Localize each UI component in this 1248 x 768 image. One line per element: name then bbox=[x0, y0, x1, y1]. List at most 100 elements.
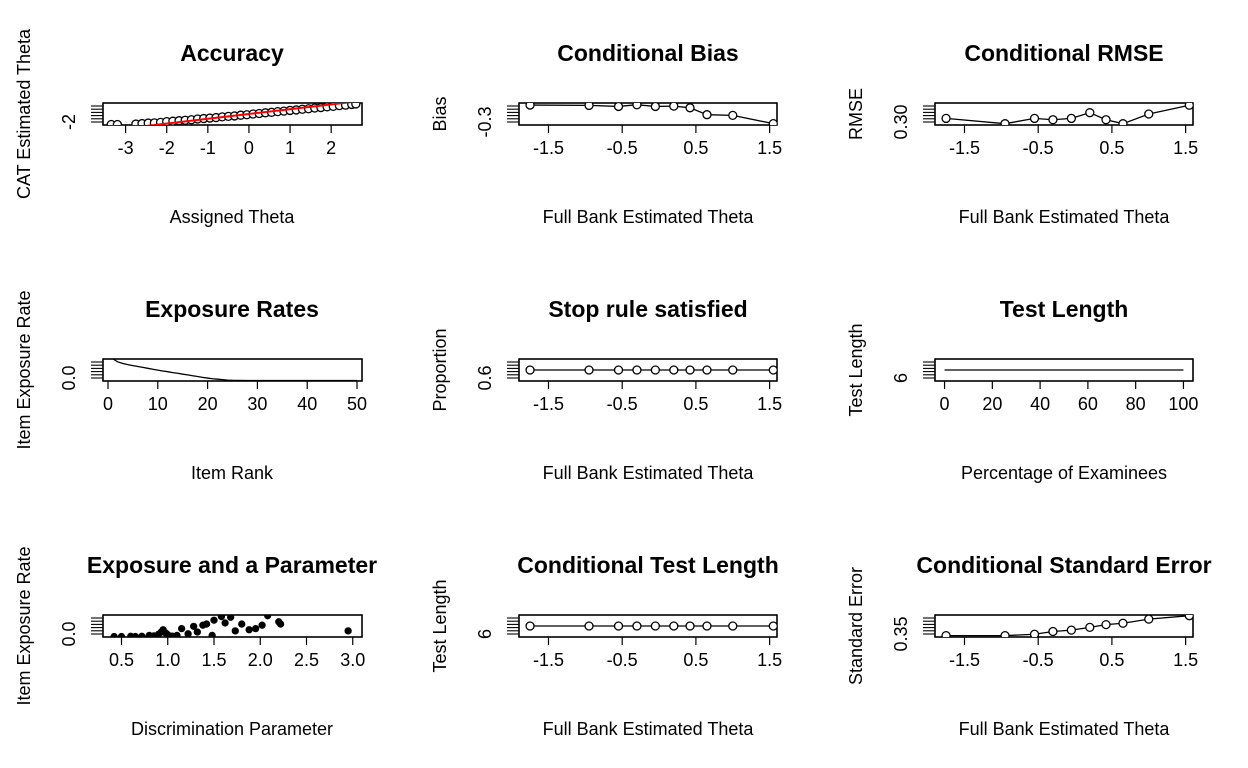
data-point bbox=[728, 365, 738, 375]
chart-title: Exposure and a Parameter bbox=[87, 552, 377, 578]
y-axis-label: Bias bbox=[430, 96, 450, 131]
data-point bbox=[728, 621, 738, 631]
data-point bbox=[1048, 115, 1058, 125]
data-point bbox=[650, 103, 661, 112]
data-point bbox=[208, 631, 216, 637]
y-axis-label: RMSE bbox=[846, 88, 866, 140]
reference-line bbox=[145, 103, 353, 125]
data-point bbox=[1000, 119, 1010, 125]
x-tick-label: 20 bbox=[982, 394, 1002, 414]
x-tick-label: 100 bbox=[1168, 394, 1198, 414]
data-point bbox=[669, 103, 679, 111]
data-point bbox=[173, 631, 181, 637]
data-point bbox=[245, 626, 253, 634]
x-tick-label: -0.5 bbox=[607, 138, 638, 158]
y-tick-label: -0.3 bbox=[475, 106, 495, 137]
chart-panel-7: Exposure and a Parameter 0.5 1.0 1.5 2.0 2.5 3… bbox=[14, 546, 377, 739]
data-point bbox=[1048, 626, 1058, 637]
data-point bbox=[728, 110, 738, 121]
x-tick-label: -1.5 bbox=[533, 138, 564, 158]
chart-title: Accuracy bbox=[180, 40, 284, 66]
data-point bbox=[177, 624, 186, 633]
plot-area bbox=[941, 103, 1193, 125]
x-tick-label: 0.5 bbox=[109, 650, 134, 670]
x-tick-label: 50 bbox=[347, 394, 367, 414]
x-axis-label: Full Bank Estimated Theta bbox=[543, 207, 755, 227]
chart-panel-4: Exposure Rates 0 10 20 30 40 50 0.0 Item Rank Ite… bbox=[14, 290, 367, 483]
y-axis-label: Item Exposure Rate bbox=[14, 546, 34, 705]
y-tick-label: 6 bbox=[475, 629, 495, 639]
x-tick-label: -1.5 bbox=[533, 650, 564, 670]
chart-panel-3: Conditional RMSE -1.5 -0.5 0.5 1.5 0.30 Full B… bbox=[846, 40, 1198, 227]
x-axis-label: Percentage of Examinees bbox=[961, 463, 1167, 483]
data-point bbox=[702, 365, 712, 375]
data-point bbox=[117, 632, 126, 637]
x-tick-label: -0.5 bbox=[1023, 138, 1054, 158]
data-point bbox=[217, 615, 226, 621]
data-point bbox=[1066, 625, 1077, 635]
data-point bbox=[1118, 618, 1128, 628]
data-point bbox=[613, 365, 624, 375]
data-point bbox=[768, 621, 777, 631]
y-tick-label: 6 bbox=[891, 373, 911, 383]
data-point bbox=[238, 620, 246, 628]
x-tick-label: -0.5 bbox=[1023, 650, 1054, 670]
data-point bbox=[941, 630, 951, 637]
data-point bbox=[702, 621, 712, 631]
x-tick-label: 40 bbox=[1030, 394, 1050, 414]
data-point bbox=[584, 365, 594, 375]
data-point bbox=[1066, 113, 1077, 124]
data-point bbox=[264, 615, 272, 620]
chart-title: Conditional Bias bbox=[557, 40, 738, 66]
plot-area bbox=[525, 103, 777, 125]
series-line bbox=[530, 104, 774, 125]
x-tick-label: 1 bbox=[285, 138, 295, 158]
data-point bbox=[1144, 109, 1154, 119]
x-axis-label: Full Bank Estimated Theta bbox=[959, 207, 1171, 227]
x-tick-label: 80 bbox=[1126, 394, 1146, 414]
y-axis-label: Test Length bbox=[430, 579, 450, 672]
data-point bbox=[227, 615, 235, 621]
x-tick-label: -1.5 bbox=[949, 650, 980, 670]
data-point bbox=[189, 622, 198, 630]
data-point bbox=[525, 103, 535, 110]
data-point bbox=[1029, 629, 1040, 637]
x-tick-label: 0.5 bbox=[683, 138, 708, 158]
data-point bbox=[131, 632, 140, 637]
plot-frame bbox=[934, 614, 1194, 638]
chart-title: Exposure Rates bbox=[145, 296, 319, 322]
series-line bbox=[946, 615, 1190, 637]
data-point bbox=[613, 103, 624, 112]
x-tick-label: -0.5 bbox=[607, 394, 638, 414]
data-point bbox=[584, 103, 594, 111]
x-axis-label: Full Bank Estimated Theta bbox=[959, 719, 1171, 739]
x-tick-label: 0.5 bbox=[1099, 138, 1124, 158]
x-tick-label: 3.0 bbox=[340, 650, 365, 670]
x-tick-label: -0.5 bbox=[607, 650, 638, 670]
x-tick-label: 0.5 bbox=[683, 394, 708, 414]
plot-frame bbox=[934, 102, 1194, 126]
x-tick-label: 0 bbox=[244, 138, 254, 158]
chart-panel-9: Conditional Standard Error -1.5 -0.5 0.5 1.5… bbox=[846, 552, 1212, 739]
data-point bbox=[768, 118, 777, 125]
data-point bbox=[1000, 630, 1010, 637]
data-point bbox=[1101, 619, 1111, 630]
data-point bbox=[669, 365, 679, 375]
plot-frame bbox=[102, 102, 363, 126]
x-tick-label: -1.5 bbox=[949, 138, 980, 158]
chart-panel-8: Conditional Test Length -1.5 -0.5 0.5 1.5 6 Fu… bbox=[430, 552, 782, 739]
data-point bbox=[251, 624, 260, 633]
data-point bbox=[768, 365, 777, 375]
data-point bbox=[702, 110, 712, 120]
series-line bbox=[112, 359, 358, 381]
data-point bbox=[231, 627, 239, 635]
data-point bbox=[685, 103, 695, 113]
y-axis-label: Item Exposure Rate bbox=[14, 290, 34, 449]
data-point bbox=[525, 365, 535, 375]
data-point bbox=[525, 621, 535, 631]
data-point bbox=[1029, 113, 1040, 124]
x-tick-label: 1.5 bbox=[1173, 138, 1198, 158]
data-point bbox=[210, 616, 218, 624]
plot-area bbox=[106, 103, 361, 125]
